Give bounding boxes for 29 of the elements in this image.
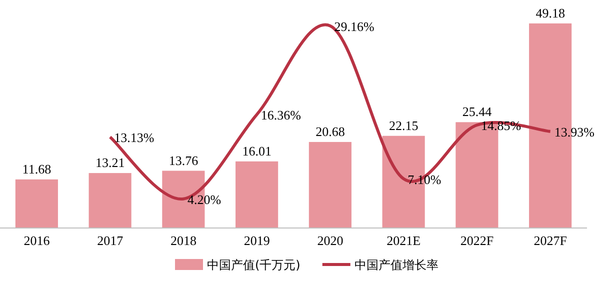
legend-label: 中国产值增长率 — [354, 258, 438, 272]
data-label: 14.85% — [480, 118, 522, 134]
x-tick-label: 2027F — [534, 233, 567, 248]
legend-label: 中国产值(千万元) — [207, 258, 300, 272]
data-label: 13.13% — [114, 130, 154, 145]
data-label: 7.10% — [408, 172, 442, 187]
x-tick-label: 2022F — [460, 233, 494, 248]
data-label: 4.20% — [187, 192, 222, 207]
bar — [15, 179, 58, 228]
data-label: 22.15 — [388, 118, 418, 133]
x-tick-label: 2019 — [244, 233, 270, 248]
data-label: 16.01 — [242, 143, 272, 158]
x-tick-label: 2020 — [317, 233, 344, 248]
data-label: 13.93% — [554, 124, 595, 140]
x-tick-label: 2016 — [24, 233, 50, 248]
bar — [236, 161, 278, 228]
data-label: 25.44 — [462, 104, 492, 120]
bar — [88, 173, 132, 228]
x-tick-label: 2018 — [170, 233, 196, 248]
data-label: 29.16% — [334, 18, 374, 34]
data-label: 11.68 — [22, 161, 52, 176]
x-tick-label: 2017 — [97, 233, 124, 248]
data-label: 16.36% — [260, 108, 302, 123]
data-label: 13.21 — [95, 155, 125, 170]
data-label: 20.68 — [316, 124, 345, 139]
bar — [308, 142, 352, 228]
x-tick-label: 2021E — [386, 233, 421, 248]
data-label: 13.76 — [168, 152, 199, 168]
data-label: 49.18 — [536, 5, 565, 20]
